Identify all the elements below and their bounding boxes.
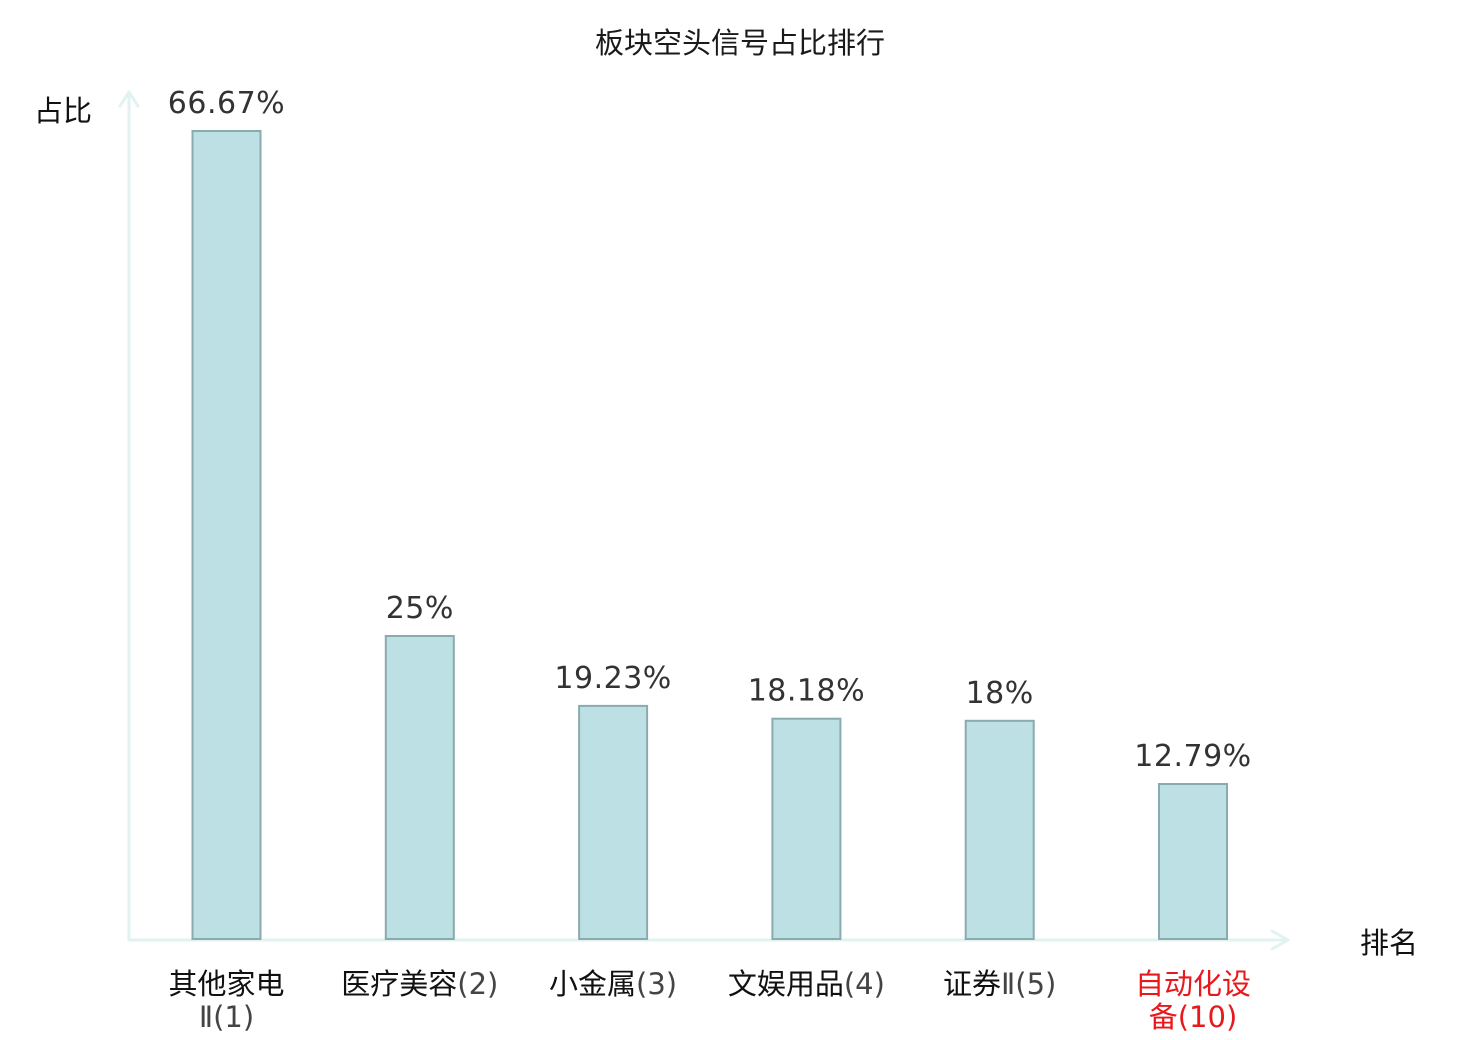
category-name: 文娱用品 (728, 967, 844, 1001)
bar (191, 130, 262, 940)
category-label-line: 文娱用品(4) (728, 967, 885, 1001)
category-label-line: Ⅱ(1) (199, 1000, 254, 1034)
y-axis-arrow-icon (118, 90, 140, 108)
category-name: 备 (1149, 1000, 1178, 1034)
category-name: 医疗美容 (341, 967, 457, 1001)
bar-value-label: 66.67% (168, 86, 285, 121)
category-rank: Ⅱ(1) (199, 1000, 254, 1034)
category-name: 其他家电 (168, 967, 284, 1001)
category-tick-label: 小金属(3) (549, 967, 677, 1001)
category-tick-label: 文娱用品(4) (728, 967, 885, 1001)
value-labels: 66.67% 25% 19.23% 18.18% 18% 12.79% (168, 86, 1251, 774)
category-rank: (2) (457, 967, 498, 1001)
bar-value-label: 12.79% (1134, 739, 1251, 774)
category-tick-label: 自动化设备(10) (1135, 967, 1251, 1034)
category-label-line: 自动化设 (1135, 967, 1251, 1001)
bar (964, 719, 1035, 940)
category-label-line: 小金属(3) (549, 967, 677, 1001)
bar-series (191, 130, 1228, 941)
bar (578, 704, 649, 941)
bar-value-label: 19.23% (554, 661, 671, 696)
category-label-line: 证券Ⅱ(5) (943, 967, 1056, 1001)
category-tick-label: 医疗美容(2) (341, 967, 498, 1001)
axes (118, 90, 1290, 951)
y-axis-label: 占比 (34, 94, 92, 128)
category-rank: (4) (844, 967, 885, 1001)
chart-title: 板块空头信号占比排行 (595, 26, 885, 60)
bar-value-label: 25% (386, 591, 454, 626)
category-name: 证券 (943, 967, 1001, 1001)
category-name: 小金属 (549, 967, 636, 1001)
bar-value-label: 18.18% (748, 674, 865, 709)
bar (1158, 783, 1228, 940)
category-tick-label: 证券Ⅱ(5) (943, 967, 1056, 1001)
bar (771, 717, 842, 941)
category-name: 自动化设 (1135, 967, 1251, 1001)
category-label-line: 医疗美容(2) (341, 967, 498, 1001)
category-rank: Ⅱ(5) (1001, 967, 1056, 1001)
x-axis-arrow-icon (1270, 929, 1290, 951)
category-rank: (3) (636, 967, 677, 1001)
category-label-line: 备(10) (1149, 1000, 1238, 1034)
category-rank: (10) (1178, 1000, 1238, 1034)
category-tick-label: 其他家电 Ⅱ(1) (168, 967, 284, 1034)
category-labels: 其他家电 Ⅱ(1)医疗美容(2) 小金属(3) 文娱用品(4) 证券Ⅱ(5) 自动化设备(… (168, 967, 1251, 1034)
x-axis-label: 排名 (1360, 926, 1418, 960)
bar-value-label: 18% (966, 676, 1034, 711)
bar (384, 635, 455, 940)
category-label-line: 其他家电 (168, 967, 284, 1001)
